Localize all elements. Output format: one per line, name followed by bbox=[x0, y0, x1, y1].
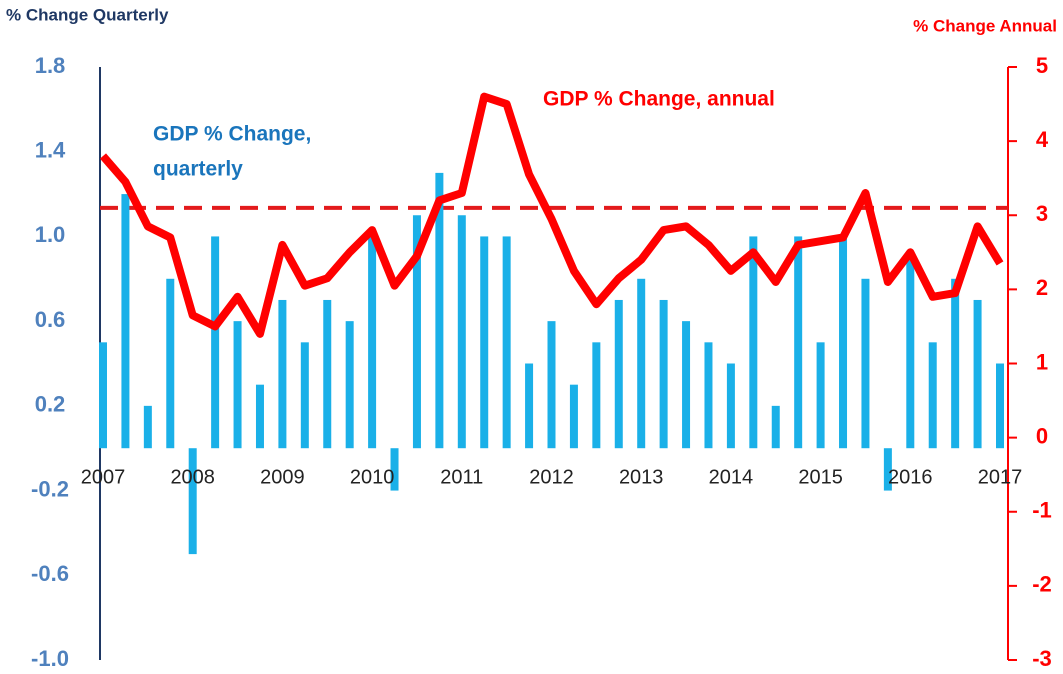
y2-tick-label: -1 bbox=[1032, 498, 1052, 523]
bar bbox=[704, 342, 713, 449]
y2-tick-label: 5 bbox=[1036, 53, 1048, 78]
bar bbox=[323, 299, 332, 449]
y-tick-label: 1.8 bbox=[35, 53, 66, 78]
bar bbox=[839, 236, 848, 449]
y-tick-label: 1.0 bbox=[35, 222, 66, 247]
annotation: GDP % Change, bbox=[153, 123, 311, 146]
bar bbox=[300, 342, 309, 449]
bar bbox=[435, 172, 444, 449]
y2-tick-label: 4 bbox=[1036, 127, 1049, 152]
y2-tick-label: 0 bbox=[1036, 423, 1048, 448]
bar bbox=[614, 299, 623, 449]
bar bbox=[457, 215, 466, 449]
bar bbox=[861, 278, 870, 449]
bar bbox=[637, 278, 646, 449]
bar bbox=[278, 299, 287, 449]
bar bbox=[345, 321, 354, 449]
y-tick-label: 1.4 bbox=[35, 138, 66, 163]
bar bbox=[99, 342, 107, 449]
annotation: GDP % Change, annual bbox=[543, 88, 775, 111]
annotation: quarterly bbox=[153, 158, 243, 181]
bar bbox=[682, 321, 691, 449]
x-tick-label: 2012 bbox=[529, 466, 574, 488]
y-tick-label: -0.6 bbox=[31, 561, 69, 586]
bar bbox=[121, 194, 130, 449]
y2-tick-label: 2 bbox=[1036, 275, 1048, 300]
y-tick-label: 0.6 bbox=[35, 307, 66, 332]
y-axis-title: % Change Quarterly bbox=[6, 5, 169, 24]
bar bbox=[502, 236, 511, 449]
y-tick-label: -0.2 bbox=[31, 476, 69, 501]
bar bbox=[547, 321, 556, 449]
bar bbox=[143, 405, 152, 449]
x-tick-label: 2017 bbox=[978, 466, 1023, 488]
bar bbox=[166, 278, 175, 449]
x-tick-label: 2011 bbox=[440, 466, 483, 488]
bar bbox=[480, 236, 489, 449]
y2-tick-label: 3 bbox=[1036, 201, 1048, 226]
bar bbox=[412, 215, 421, 449]
y2-tick-label: 1 bbox=[1036, 349, 1048, 374]
bar bbox=[659, 299, 668, 449]
x-tick-label: 2010 bbox=[350, 466, 395, 488]
y2-tick-label: -2 bbox=[1032, 572, 1052, 597]
y-tick-label: 0.2 bbox=[35, 392, 66, 417]
bar bbox=[726, 363, 735, 449]
x-tick-label: 2009 bbox=[260, 466, 305, 488]
bar bbox=[749, 236, 758, 449]
bar bbox=[883, 448, 892, 491]
x-tick-label: 2015 bbox=[798, 466, 843, 488]
bar bbox=[794, 236, 803, 449]
x-tick-label: 2016 bbox=[888, 466, 933, 488]
bar bbox=[906, 257, 915, 449]
bar bbox=[996, 363, 1004, 449]
bar bbox=[973, 299, 982, 449]
bar bbox=[816, 342, 825, 449]
bar bbox=[951, 278, 960, 449]
bar bbox=[771, 405, 780, 449]
bar bbox=[211, 236, 220, 449]
x-tick-label: 2013 bbox=[619, 466, 664, 488]
bar bbox=[255, 384, 264, 449]
y2-axis-title: % Change Annual bbox=[913, 16, 1057, 35]
x-tick-label: 2007 bbox=[81, 466, 126, 488]
y2-tick-label: -3 bbox=[1032, 646, 1052, 671]
bar bbox=[233, 321, 242, 449]
bar bbox=[928, 342, 937, 449]
bar bbox=[525, 363, 534, 449]
bar bbox=[569, 384, 578, 449]
x-tick-label: 2008 bbox=[170, 466, 215, 488]
bar bbox=[368, 236, 377, 449]
y-tick-label: -1.0 bbox=[31, 646, 69, 671]
bar bbox=[390, 448, 399, 491]
bar bbox=[188, 448, 197, 555]
x-tick-label: 2014 bbox=[709, 466, 754, 488]
line bbox=[99, 92, 1004, 338]
bar bbox=[592, 342, 601, 449]
